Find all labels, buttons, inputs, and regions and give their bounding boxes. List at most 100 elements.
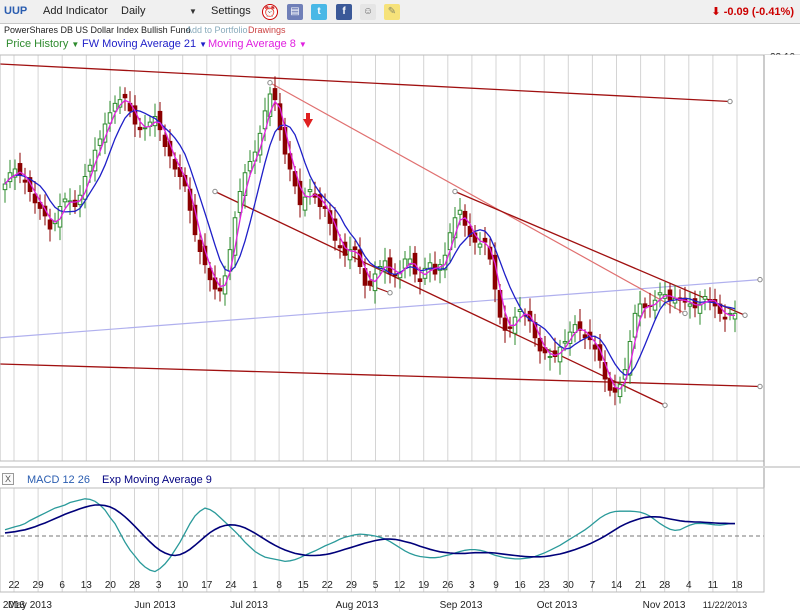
legend-ma21[interactable]: FW Moving Average 21 ▼ xyxy=(82,38,207,50)
candle-body xyxy=(7,172,13,183)
candle-body xyxy=(722,316,728,320)
candle-body xyxy=(637,303,643,317)
x-tick-label: 9 xyxy=(493,580,499,591)
candle-body xyxy=(702,296,708,300)
candle-body xyxy=(67,200,73,203)
candle-body xyxy=(682,297,688,303)
candle-body xyxy=(247,161,253,172)
x-tick-label: 8 xyxy=(276,580,282,591)
candle-body xyxy=(117,99,123,108)
x-tick-label: 1 xyxy=(252,580,258,591)
candle-body xyxy=(2,183,8,191)
note-icon[interactable]: ✎ xyxy=(384,4,400,20)
y-tick-label: 21.70 xyxy=(770,315,795,326)
settings-button[interactable]: Settings xyxy=(211,5,251,17)
x-month-label: 11/22/2013 xyxy=(703,600,747,610)
x-month-label: Nov 2013 xyxy=(643,600,686,611)
y-tick-label: 22.60 xyxy=(770,146,795,157)
candle-body xyxy=(582,334,588,339)
candle-body xyxy=(522,314,528,317)
candle-body xyxy=(157,110,163,131)
trendline-anchor xyxy=(212,188,218,195)
y-tick-label: 21.60 xyxy=(770,333,795,344)
caret-down-icon: ▼ xyxy=(199,40,208,49)
x-tick-label: 3 xyxy=(469,580,475,591)
candle-body xyxy=(127,102,133,112)
candle-body xyxy=(477,243,483,248)
people-icon[interactable]: ☺ xyxy=(360,4,376,20)
y-tick-label: 23.00 xyxy=(770,71,795,82)
macd-legend[interactable]: MACD 12 26 xyxy=(27,474,90,486)
candle-body xyxy=(607,378,613,391)
twitter-icon[interactable]: t xyxy=(311,4,327,20)
candle-body xyxy=(137,126,143,131)
book-icon[interactable]: ▤ xyxy=(287,4,303,20)
legend-ma8[interactable]: Moving Average 8 ▼ xyxy=(208,38,307,50)
period-select[interactable]: Daily xyxy=(121,5,146,17)
x-tick-label: 11 xyxy=(708,580,719,591)
y-tick-label: 22.10 xyxy=(770,240,795,251)
candle-body xyxy=(482,237,488,243)
legend-price-label: Price History xyxy=(6,38,69,50)
ticker-symbol[interactable]: UUP xyxy=(4,5,28,17)
candle-body xyxy=(472,232,478,243)
candle-body xyxy=(312,193,318,198)
candle-body xyxy=(567,331,573,345)
fund-name: PowerShares DB US Dollar Index Bullish F… xyxy=(4,25,191,35)
candle-body xyxy=(447,232,453,251)
candle-body xyxy=(547,356,553,359)
candle-body xyxy=(307,189,313,193)
x-month-label: Oct 2013 xyxy=(537,600,578,611)
candle-body xyxy=(272,88,278,101)
price-change-value: -0.09 (-0.41%) xyxy=(723,6,794,18)
signal-legend[interactable]: Exp Moving Average 9 xyxy=(102,474,212,486)
candle-body xyxy=(377,266,383,269)
candle-body xyxy=(452,217,458,239)
close-icon[interactable]: X xyxy=(2,473,14,485)
channel-line-lower xyxy=(214,190,666,406)
legend-price-history[interactable]: Price History ▼ xyxy=(6,38,79,50)
y-tick-label: 21.10 xyxy=(770,427,795,438)
candle-body xyxy=(87,164,93,172)
x-tick-label: 15 xyxy=(298,580,310,591)
candle-body xyxy=(427,262,433,270)
caret-down-icon: ▼ xyxy=(71,40,80,49)
candle-body xyxy=(52,221,58,225)
candle-body xyxy=(622,369,628,380)
add-indicator-button[interactable]: Add Indicator xyxy=(43,5,108,17)
add-to-portfolio-link[interactable]: Add to Portfolio xyxy=(186,25,248,35)
candle-body xyxy=(322,206,328,209)
drawings-link[interactable]: Drawings xyxy=(248,25,286,35)
candle-body xyxy=(467,226,473,238)
candle-body xyxy=(207,267,213,281)
candle-body xyxy=(332,218,338,241)
y-tick-label: 22.40 xyxy=(770,183,795,194)
y-tick-label: 22.20 xyxy=(770,221,795,232)
trendline-anchor xyxy=(682,310,688,317)
candle-body xyxy=(112,102,118,112)
candle-body xyxy=(527,310,533,322)
candle-body xyxy=(462,210,468,226)
candle-body xyxy=(132,105,138,125)
candle-body xyxy=(662,294,668,299)
candle-body xyxy=(197,239,203,253)
trendline-anchor xyxy=(727,98,733,105)
caret-down-icon: ▼ xyxy=(298,40,307,49)
candle-body xyxy=(42,205,48,217)
candle-body xyxy=(392,274,398,277)
candle-body xyxy=(492,254,498,290)
price-change: ⬇ -0.09 (-0.41%) xyxy=(711,5,794,18)
candle-body xyxy=(357,249,363,267)
facebook-icon[interactable]: f xyxy=(336,4,352,20)
x-tick-label: 10 xyxy=(177,580,189,591)
period-dropdown-icon[interactable]: ▼ xyxy=(189,7,197,16)
trend-line-light xyxy=(269,82,686,314)
candle-body xyxy=(12,168,18,178)
alarm-icon[interactable]: ⏰ xyxy=(262,4,278,20)
candle-body xyxy=(557,346,563,363)
candle-body xyxy=(167,140,173,157)
resistance-line-top xyxy=(0,63,731,103)
x-month-label: Sep 2013 xyxy=(440,600,483,611)
candle-body xyxy=(177,167,183,177)
